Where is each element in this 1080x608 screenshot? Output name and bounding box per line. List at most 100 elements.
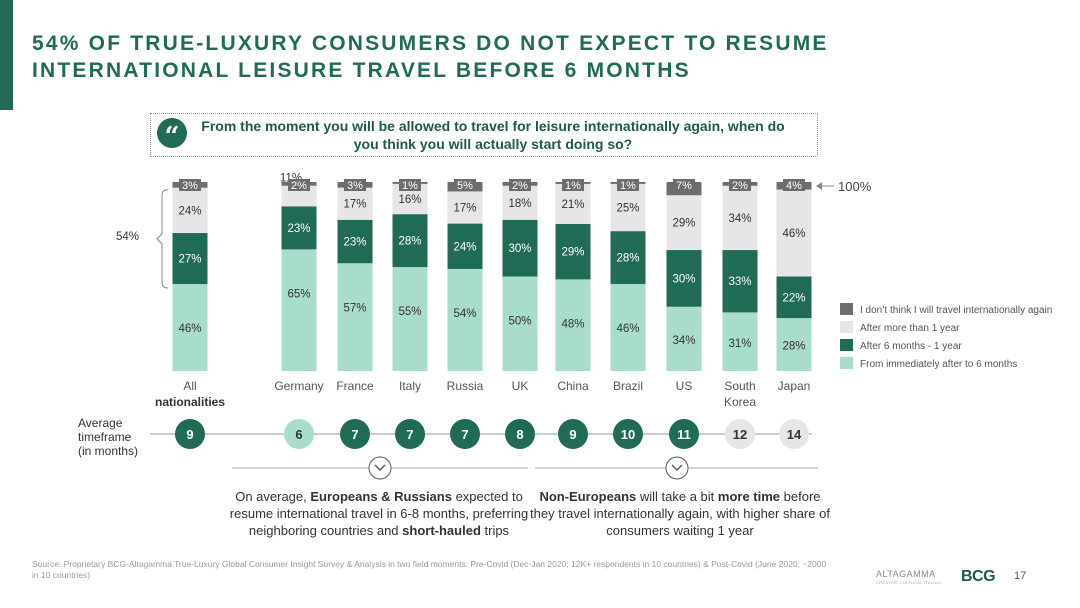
bar-segment <box>502 276 538 371</box>
bar-segment-label: 46% <box>178 323 201 335</box>
category-label: France <box>336 379 374 393</box>
bar-top-label: 1% <box>402 180 418 192</box>
bar-segment-label: 28% <box>616 253 639 265</box>
timeframe-circle <box>395 419 425 449</box>
timeframe-circle <box>340 419 370 449</box>
bcg-logo: BCG <box>961 568 996 585</box>
timeframe-value: 6 <box>295 427 302 442</box>
timeframe-value: 7 <box>461 427 468 442</box>
bar-segment <box>776 276 812 319</box>
bar-segment-label: 46% <box>782 228 805 240</box>
bar-segment <box>776 318 812 371</box>
category-label: Germany <box>274 379 323 393</box>
timeframe-value: 12 <box>733 427 747 442</box>
timeframe-circle <box>505 419 535 449</box>
category-label: Brazil <box>613 379 643 393</box>
top-label-tag <box>454 179 476 191</box>
bar-segment-label: 17% <box>343 199 366 211</box>
bar-top-label: 3% <box>182 180 198 192</box>
bar-segment-label: 21% <box>561 199 584 211</box>
category-label: Korea <box>724 395 756 409</box>
bar-segment-label: 57% <box>343 302 366 314</box>
top-label-tag <box>783 179 805 191</box>
top-label-tag <box>509 179 531 191</box>
bar-segment <box>722 250 758 313</box>
bar-segment <box>447 268 483 371</box>
bar-segment <box>502 185 538 220</box>
bar-segment <box>666 306 702 371</box>
chevron-circle <box>665 456 689 480</box>
top-label-tag <box>344 179 366 191</box>
bar-segment <box>172 284 208 371</box>
callout-left-bold-2: short-hauled <box>402 523 481 538</box>
bar-top-label: 3% <box>347 180 363 192</box>
bar-segment <box>172 233 208 285</box>
callout-europeans: On average, Europeans & Russians expecte… <box>229 488 529 539</box>
bar-top-label: 7% <box>676 180 692 192</box>
bar-segment-label: 23% <box>343 237 366 249</box>
chevron-circle <box>368 456 392 480</box>
bar-segment-label: 18% <box>508 198 531 210</box>
timeframe-circle <box>450 419 480 449</box>
timeframe-value: 7 <box>406 427 413 442</box>
bar-segment-label: 33% <box>728 276 751 288</box>
chevron-down-icon <box>671 464 683 471</box>
bar-segment <box>610 231 646 285</box>
bar-segment <box>555 279 591 371</box>
bar-segment-label: 25% <box>616 203 639 215</box>
legend-swatch <box>840 303 853 315</box>
bar-segment-label: 48% <box>561 318 584 330</box>
bar-segment <box>555 224 591 280</box>
top-label-tag <box>399 179 421 191</box>
category-label: US <box>676 379 693 393</box>
bar-segment-label: 22% <box>782 292 805 304</box>
accent-bar <box>0 0 13 110</box>
bar-segment <box>666 250 702 307</box>
bar-segment-label: 29% <box>561 247 584 259</box>
legend-swatch <box>840 321 853 333</box>
bar-segment <box>666 195 702 251</box>
callout-left-text-1: On average, <box>235 489 311 504</box>
top-label-tag <box>729 179 751 191</box>
category-label: South <box>724 379 755 393</box>
bar-segment-label: 30% <box>508 243 531 255</box>
timeframe-value: 10 <box>621 427 635 442</box>
bar-segment <box>281 249 317 371</box>
bar-top-label: 2% <box>732 180 748 192</box>
legend-label: From immediately after to 6 months <box>860 359 1017 370</box>
bar-segment <box>610 284 646 371</box>
bar-segment-label: 34% <box>728 213 751 225</box>
bar-segment <box>610 183 646 232</box>
legend-label: I don’t think I will travel internationa… <box>860 305 1052 316</box>
callout-non-europeans: Non-Europeans will take a bit more time … <box>530 488 830 539</box>
altagamma-logo-subtitle: CREATIVE CULTURAL ITALIAN <box>876 580 941 585</box>
bar-top-label: 2% <box>512 180 528 192</box>
bar-segment <box>447 223 483 269</box>
timeframe-value: 8 <box>516 427 523 442</box>
bar-top-label: 1% <box>565 180 581 192</box>
top-label-tag <box>179 179 201 191</box>
bar-segment-label: 46% <box>616 323 639 335</box>
bar-segment-label: 54% <box>453 308 476 320</box>
quote-icon: “ <box>157 118 187 152</box>
category-label: China <box>557 379 589 393</box>
callout-left-bold-1: Europeans & Russians <box>310 489 452 504</box>
bar-segment <box>722 185 758 251</box>
legend-label: After more than 1 year <box>860 323 960 334</box>
page-title: 54% OF TRUE-LUXURY CONSUMERS DO NOT EXPE… <box>32 32 829 82</box>
category-label: Japan <box>778 379 811 393</box>
survey-question: From the moment you will be allowed to t… <box>201 118 785 152</box>
timeframe-circle <box>725 419 755 449</box>
total-pointer-arrow <box>816 182 822 190</box>
bar-segment-label: 28% <box>782 341 805 353</box>
bar-segment-label: 50% <box>508 316 531 328</box>
callout-right-bold-1: Non-Europeans <box>539 489 637 504</box>
bar-segment-label: 24% <box>453 241 476 253</box>
bar-segment-label: 23% <box>287 223 310 235</box>
timeframe-value: 11 <box>677 427 691 442</box>
bar-top-label: 5% <box>457 180 473 192</box>
source-note: Source: Proprietary BCG-Altagamma True-L… <box>32 559 827 580</box>
category-label: All <box>183 379 196 393</box>
bar-segment <box>337 187 373 220</box>
bar-segment <box>392 214 428 268</box>
